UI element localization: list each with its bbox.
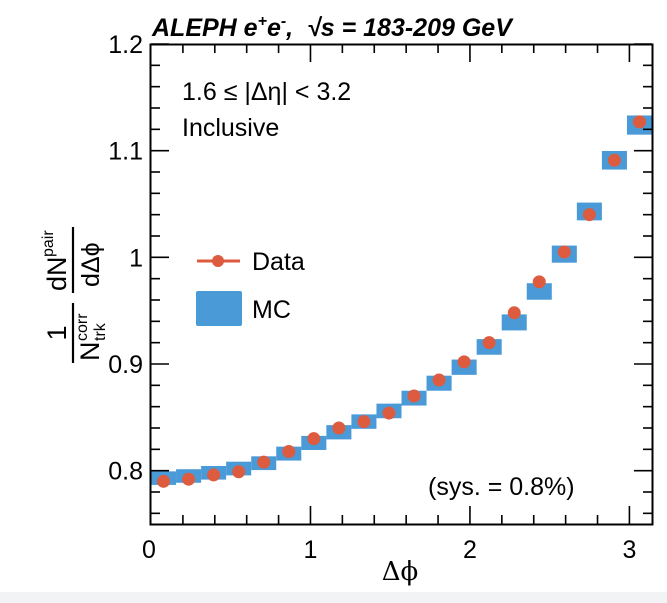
legend-mc-label: MC [252,296,291,324]
bottom-strip [0,592,667,603]
x-tick-labels: 0 1 2 3 [142,536,636,564]
xtick-label: 1 [304,536,318,564]
data-point [207,468,221,482]
y-axis-label: 1 N corr trk dN pair dΔϕ [40,227,109,363]
mc-bin-box [526,283,552,300]
data-point [282,444,296,458]
ylabel-pair: pair [40,230,57,257]
data-point [557,245,571,259]
eta-range-label: 1.6 ≤ |Δη| < 3.2 [182,78,351,106]
ylabel-dDeltaPhi: dΔϕ [77,242,105,287]
y-tick-labels: 0.8 0.9 1 1.1 1.2 [108,31,143,486]
title-sqrt: √ [307,14,323,42]
data-point [482,336,496,350]
data-point [582,208,596,222]
legend-data-label: Data [252,248,305,276]
data-point [257,455,271,469]
ytick-label: 0.9 [108,351,143,379]
legend-item-data: Data [197,248,305,276]
data-point [432,373,446,387]
title-energy: s = 183-209 GeV [321,14,514,42]
ytick-label: 1.2 [108,31,143,59]
title-sup-minus: - [281,13,286,30]
data-point [507,306,521,320]
data-point [182,472,196,486]
data-point [382,406,396,420]
title-e: e [267,14,281,42]
data-point [357,415,371,429]
title-experiment: ALEPH e [151,14,258,42]
x-axis-label: Δϕ [382,557,419,587]
legend-item-mc: MC [196,291,291,326]
data-point [232,465,246,479]
plot-frame [149,43,654,526]
xtick-label: 3 [622,536,636,564]
ylabel-dN: dN [42,256,72,291]
ytick-label: 1.1 [108,138,143,166]
ylabel-N: N [75,342,105,362]
title-sep: , [285,14,307,42]
legend-mc-box [196,291,242,326]
ylabel-one: 1 [42,325,72,340]
data-point [457,355,471,369]
xtick-label: 0 [142,536,156,564]
ytick-label: 0.8 [108,458,143,486]
ylabel-corr: corr [74,313,91,341]
data-point [407,389,421,403]
title-sup-plus: + [258,13,267,30]
systematics-label: (sys. = 0.8%) [428,473,575,501]
mc-bin-box [501,314,527,331]
data-series [157,115,646,488]
axis-ticks [151,43,652,524]
legend: Data MC [196,248,305,326]
data-point [157,474,171,488]
ytick-label: 1 [129,244,143,272]
inclusive-label: Inclusive [182,114,279,142]
data-point [307,432,321,446]
data-point [607,153,621,167]
ylabel-trk: trk [92,322,109,341]
legend-data-marker [212,255,224,267]
chart-title: ALEPH e+e-, √s = 183-209 GeV [151,13,514,42]
data-point [632,115,646,129]
xtick-label: 2 [463,536,477,564]
data-point [332,421,346,435]
data-point [532,275,546,289]
